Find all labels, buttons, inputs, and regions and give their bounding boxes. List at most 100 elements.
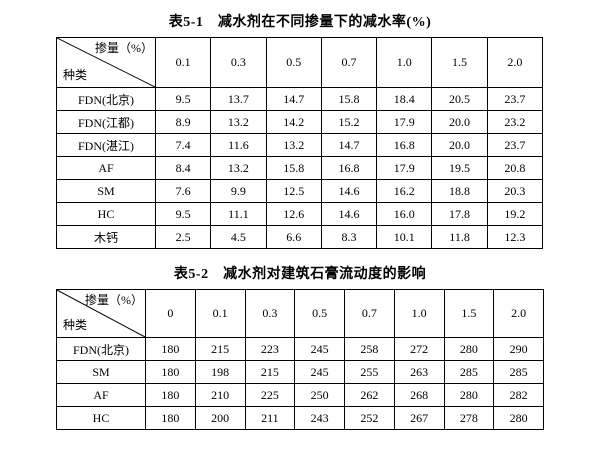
table-cell: 11.1 [210,202,267,226]
row-label: AF [56,156,156,180]
table-cell: 285 [493,360,544,384]
table-row: HC 180 200 211 243 252 267 278 280 [56,406,544,430]
table-cell: 14.6 [320,202,378,226]
table-cell: 210 [194,383,246,407]
table-cell: 11.8 [431,225,488,249]
table-cell: 280 [493,406,544,430]
column-header: 0.3 [244,289,296,338]
table-row: FDN(江都) 8.9 13.2 14.2 15.2 17.9 20.0 23.2 [56,110,544,134]
table-cell: 250 [294,383,345,407]
table-cell: 200 [194,406,246,430]
corner-type-label: 种类 [63,68,88,82]
table-cell: 13.2 [265,133,322,157]
table-row: SM 180 198 215 245 255 263 285 285 [56,360,544,384]
column-header: 0.3 [210,37,267,88]
table-cell: 16.2 [376,179,433,203]
table-cell: 23.7 [486,133,544,157]
table-cell: 223 [244,337,296,361]
table-cell: 262 [344,383,395,407]
table-cell: 9.5 [154,87,212,111]
table-cell: 23.7 [486,87,544,111]
table-cell: 14.7 [320,133,378,157]
table-cell: 20.3 [486,179,544,203]
column-header: 1.5 [443,289,495,338]
table-cell: 280 [443,383,495,407]
table-cell: 23.2 [486,110,544,134]
row-label: FDN(北京) [56,337,146,361]
header-row: 掺量（%） 种类 0.1 0.3 0.5 0.7 1.0 1.5 2.0 [56,37,544,88]
row-label: AF [56,383,146,407]
column-header: 0 [145,289,196,338]
table-cell: 258 [344,337,395,361]
table-cell: 4.5 [210,225,267,249]
table-cell: 245 [294,337,345,361]
column-header: 0.5 [294,289,345,338]
table-cell: 290 [493,337,544,361]
table-cell: 8.4 [154,156,212,180]
table-cell: 9.5 [154,202,212,226]
table-cell: 17.8 [431,202,488,226]
table-cell: 19.5 [431,156,488,180]
corner-header-cell: 掺量（%） 种类 [56,289,146,338]
table-cell: 285 [443,360,495,384]
table-row: SM 7.6 9.9 12.5 14.6 16.2 18.8 20.3 [56,179,544,203]
diagonal-line [57,290,145,337]
table-cell: 18.4 [376,87,433,111]
column-header: 0.5 [265,37,322,88]
table-cell: 280 [443,337,495,361]
table-row: FDN(湛江) 7.4 11.6 13.2 14.7 16.8 20.0 23.7 [56,133,544,157]
table-cell: 267 [393,406,445,430]
row-label: SM [56,179,156,203]
table-row: FDN(北京) 180 215 223 245 258 272 280 290 [56,337,544,361]
table-cell: 14.6 [320,179,378,203]
row-label: HC [56,202,156,226]
table-cell: 17.9 [376,156,433,180]
table-cell: 180 [145,406,196,430]
table-cell: 180 [145,337,196,361]
table-cell: 17.9 [376,110,433,134]
table-cell: 198 [194,360,246,384]
table-cell: 15.2 [320,110,378,134]
table-cell: 7.6 [154,179,212,203]
table-cell: 263 [393,360,445,384]
table-cell: 2.5 [154,225,212,249]
table-cell: 180 [145,383,196,407]
table-cell: 272 [393,337,445,361]
row-label: FDN(北京) [56,87,156,111]
table-cell: 282 [493,383,544,407]
table-cell: 20.0 [431,133,488,157]
column-header: 0.7 [320,37,378,88]
table-cell: 13.2 [210,156,267,180]
table-cell: 12.3 [486,225,544,249]
table-cell: 14.7 [265,87,322,111]
table-cell: 180 [145,360,196,384]
table-row: AF 180 210 225 250 262 268 280 282 [56,383,544,407]
row-label: FDN(湛江) [56,133,156,157]
table-cell: 10.1 [376,225,433,249]
table-row: 木钙 2.5 4.5 6.6 8.3 10.1 11.8 12.3 [56,225,544,249]
table-cell: 14.2 [265,110,322,134]
row-label: FDN(江都) [56,110,156,134]
table-cell: 6.6 [265,225,322,249]
table-5-1-title: 表5-1 减水剂在不同掺量下的减水率(%) [168,15,432,30]
table-row: AF 8.4 13.2 15.8 16.8 17.9 19.5 20.8 [56,156,544,180]
table-5-2: 掺量（%） 种类 0 0.1 0.3 0.5 0.7 1.0 1.5 2.0 FDN(北京) 180 2… [56,289,544,430]
table-cell: 20.0 [431,110,488,134]
table-cell: 7.4 [154,133,212,157]
column-header: 0.7 [344,289,395,338]
table-5-1: 掺量（%） 种类 0.1 0.3 0.5 0.7 1.0 1.5 2.0 FDN(北京) 9.5 13… [56,37,544,249]
table-cell: 16.8 [320,156,378,180]
table-cell: 211 [244,406,296,430]
table-cell: 255 [344,360,395,384]
table-5-2-title: 表5-2 减水剂对建筑石膏流动度的影响 [173,267,427,282]
table-cell: 9.9 [210,179,267,203]
table-cell: 11.6 [210,133,267,157]
table-row: FDN(北京) 9.5 13.7 14.7 15.8 18.4 20.5 23.7 [56,87,544,111]
table-cell: 215 [244,360,296,384]
table-cell: 20.5 [431,87,488,111]
table-cell: 268 [393,383,445,407]
table-cell: 8.9 [154,110,212,134]
row-label: 木钙 [56,225,156,249]
table-cell: 15.8 [320,87,378,111]
table-cell: 8.3 [320,225,378,249]
